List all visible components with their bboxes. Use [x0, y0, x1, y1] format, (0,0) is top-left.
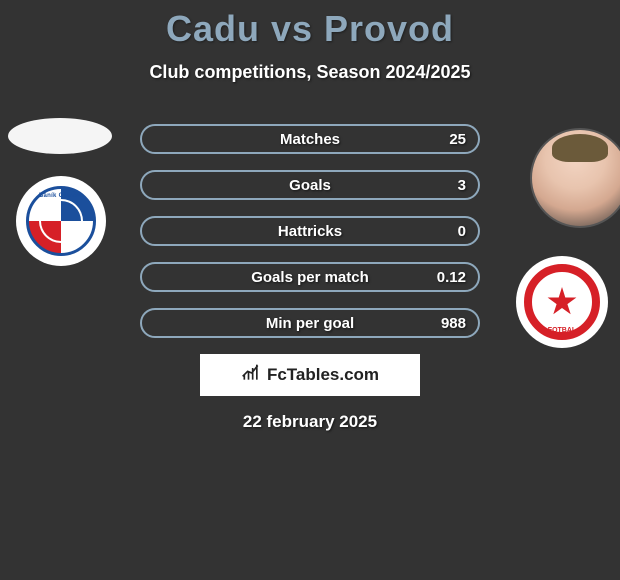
player-left-photo	[8, 118, 112, 154]
stat-label: Goals per match	[251, 269, 369, 286]
club-left-label: Baník Ostrava	[29, 193, 93, 199]
stat-value-right: 988	[441, 315, 466, 332]
stat-value-right: 0.12	[437, 269, 466, 286]
branding-banner: FcTables.com	[200, 354, 420, 396]
club-right-badge: Slavia Praha FOTBAL	[516, 256, 608, 348]
star-icon	[547, 287, 577, 317]
stat-value-right: 0	[458, 223, 466, 240]
stat-label: Hattricks	[278, 223, 342, 240]
stat-row-min-per-goal: Min per goal 988	[140, 308, 480, 338]
stats-list: Matches 25 Goals 3 Hattricks 0 Goals per…	[140, 124, 480, 354]
branding-text: FcTables.com	[267, 365, 379, 385]
stat-label: Min per goal	[266, 315, 354, 332]
stat-label: Matches	[280, 131, 340, 148]
club-left-badge: Baník Ostrava	[16, 176, 106, 266]
stat-value-right: 3	[458, 177, 466, 194]
stat-label: Goals	[289, 177, 331, 194]
stat-row-matches: Matches 25	[140, 124, 480, 154]
page-title: Cadu vs Provod	[0, 0, 620, 50]
date-label: 22 february 2025	[0, 412, 620, 432]
stat-row-goals: Goals 3	[140, 170, 480, 200]
page-subtitle: Club competitions, Season 2024/2025	[0, 62, 620, 83]
stat-row-goals-per-match: Goals per match 0.12	[140, 262, 480, 292]
player-right-photo	[530, 128, 620, 228]
stat-row-hattricks: Hattricks 0	[140, 216, 480, 246]
club-right-label: Slavia Praha	[532, 268, 592, 274]
club-right-sublabel: FOTBAL	[532, 327, 592, 334]
bar-chart-icon	[241, 363, 261, 388]
stat-value-right: 25	[449, 131, 466, 148]
